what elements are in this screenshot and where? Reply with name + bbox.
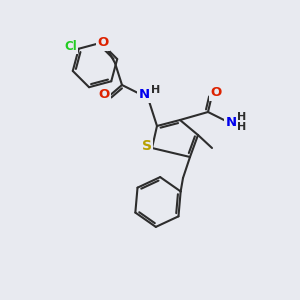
Text: O: O <box>210 86 222 100</box>
Text: H: H <box>152 85 160 95</box>
Text: S: S <box>142 139 152 153</box>
Text: H: H <box>237 122 247 132</box>
Text: H: H <box>237 112 247 122</box>
Text: O: O <box>98 37 109 50</box>
Text: N: N <box>225 116 237 128</box>
Text: O: O <box>98 88 110 101</box>
Text: N: N <box>138 88 150 101</box>
Text: Cl: Cl <box>64 40 77 53</box>
